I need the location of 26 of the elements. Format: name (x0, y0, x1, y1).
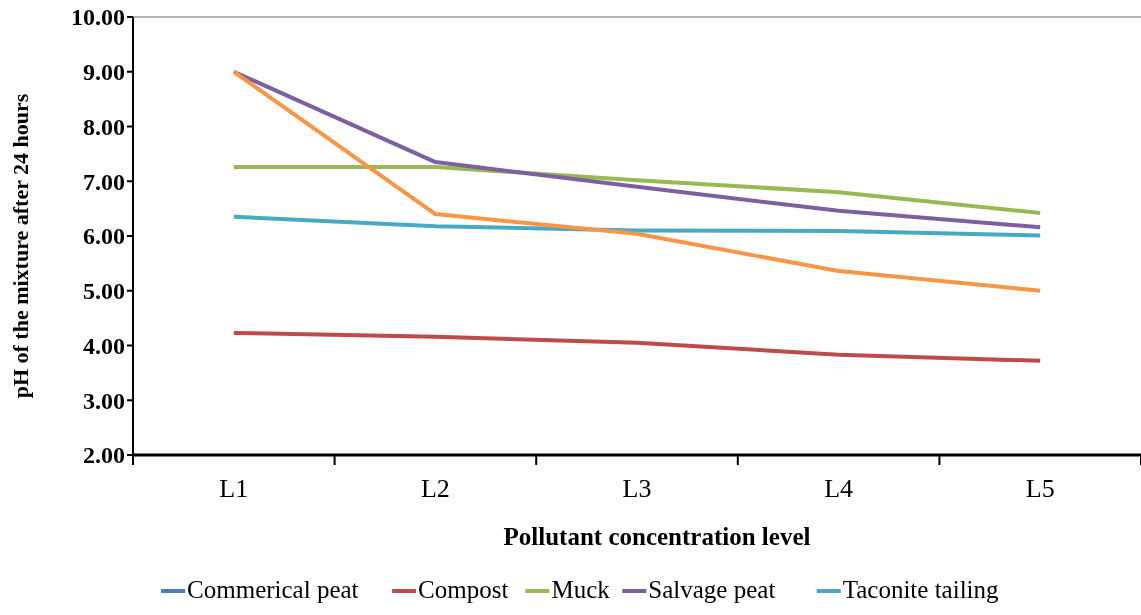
line-series (231, 214, 1043, 238)
x-tick-label: L5 (1025, 474, 1055, 503)
y-tick-label: 6.00 (83, 223, 125, 250)
legend-label: Taconite tailing (842, 576, 1000, 603)
y-tick-label: 5.00 (83, 278, 125, 305)
y-tick-label: 7.00 (83, 168, 125, 195)
x-tick-label: L2 (420, 474, 450, 503)
line-series (231, 330, 1043, 363)
legend-label: Commerical peat (187, 576, 359, 603)
x-axis-title: Pollutant concentration level (503, 523, 811, 550)
x-tick-label: L4 (824, 474, 854, 503)
legend-label: Muck (551, 576, 611, 603)
y-tick-label: 4.00 (83, 332, 125, 359)
line-series (231, 165, 1043, 216)
line-series (231, 69, 1043, 230)
y-tick-label: 8.00 (83, 113, 125, 140)
legend-label: Salvage peat (648, 576, 776, 603)
y-axis-title: pH of the mixture after 24 hours (8, 93, 33, 399)
x-tick-label: L3 (622, 474, 652, 503)
y-tick-label: 3.00 (83, 387, 125, 414)
x-tick-label: L1 (219, 474, 249, 503)
y-tick-label: 9.00 (83, 59, 125, 86)
line-series (231, 69, 1043, 293)
y-tick-label: 10.00 (71, 4, 125, 31)
legend-label: Compost (418, 576, 509, 603)
y-tick-label: 2.00 (83, 442, 125, 469)
